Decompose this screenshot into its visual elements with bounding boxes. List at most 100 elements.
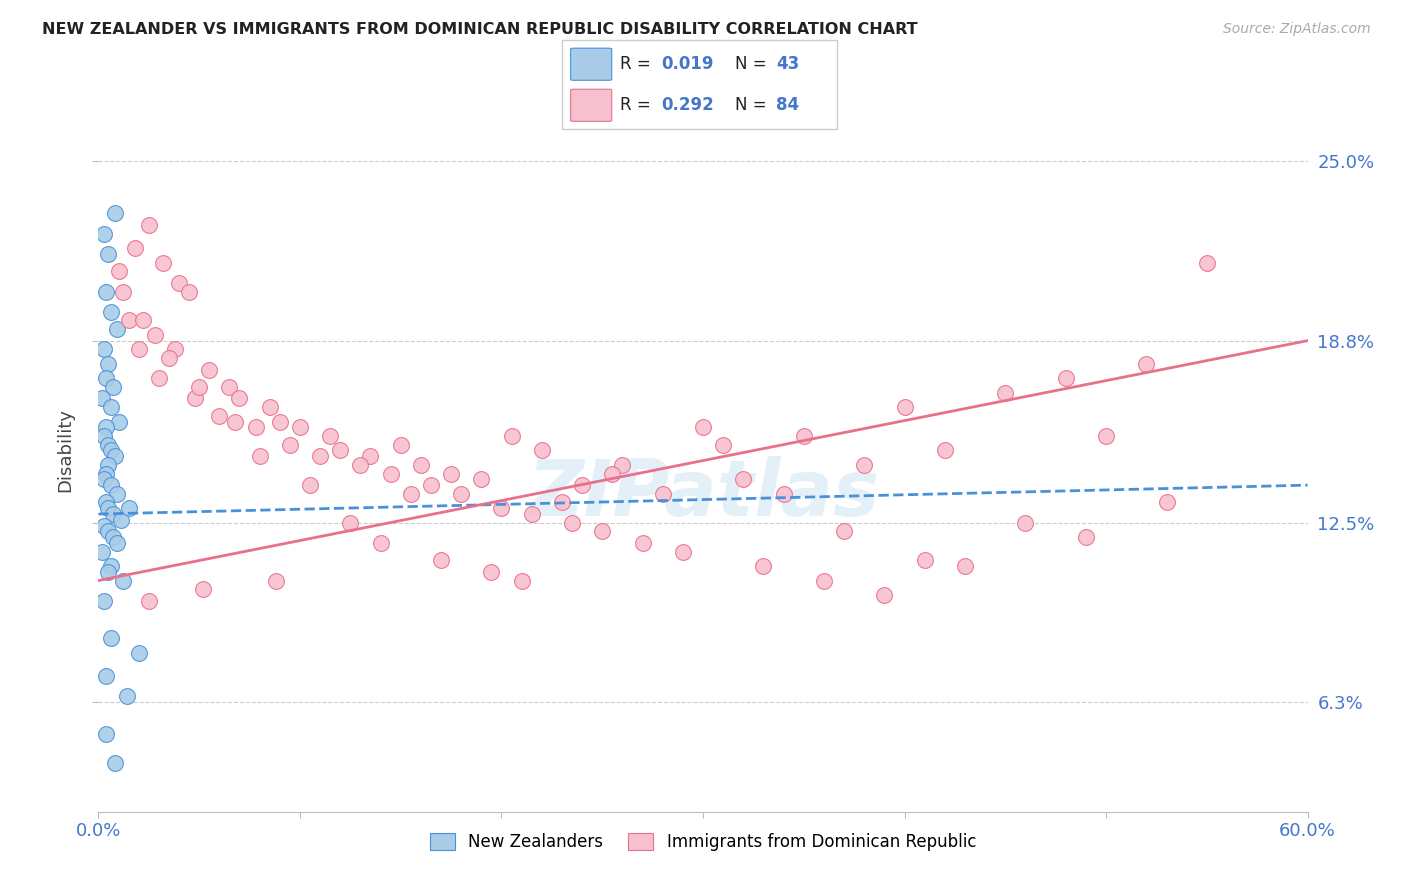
Text: NEW ZEALANDER VS IMMIGRANTS FROM DOMINICAN REPUBLIC DISABILITY CORRELATION CHART: NEW ZEALANDER VS IMMIGRANTS FROM DOMINIC… [42, 22, 918, 37]
Point [1195, 255, 1218, 269]
Point [96, 467, 118, 481]
Point [793, 429, 815, 443]
Point [389, 438, 412, 452]
FancyBboxPatch shape [571, 48, 612, 80]
Point [96, 420, 118, 434]
Point [157, 351, 180, 365]
Point [520, 507, 543, 521]
Point [96, 285, 118, 299]
Point [481, 565, 503, 579]
Point [1095, 429, 1118, 443]
Point [111, 285, 134, 299]
Y-axis label: Disability: Disability [56, 409, 75, 492]
Point [491, 501, 513, 516]
Point [772, 487, 794, 501]
Point [651, 487, 673, 501]
Point [602, 467, 624, 481]
Point [167, 276, 190, 290]
Point [1054, 371, 1077, 385]
Text: N =: N = [735, 96, 772, 114]
Point [198, 362, 221, 376]
Point [96, 371, 118, 385]
Text: R =: R = [620, 55, 657, 73]
Point [97, 501, 120, 516]
Point [97, 458, 120, 472]
Point [118, 501, 141, 516]
Point [105, 487, 128, 501]
Point [339, 516, 361, 530]
Point [97, 438, 120, 452]
Point [370, 536, 392, 550]
Point [96, 727, 118, 741]
Point [269, 415, 291, 429]
Point [420, 478, 443, 492]
Point [470, 472, 492, 486]
Text: Source: ZipAtlas.com: Source: ZipAtlas.com [1223, 22, 1371, 37]
Point [561, 516, 583, 530]
Point [93, 429, 115, 443]
Point [288, 420, 311, 434]
Point [103, 206, 125, 220]
Point [118, 313, 141, 327]
Point [329, 443, 352, 458]
Point [873, 588, 896, 602]
Point [184, 392, 207, 406]
Point [934, 443, 956, 458]
Point [631, 536, 654, 550]
Point [501, 429, 523, 443]
Point [97, 357, 120, 371]
Point [612, 458, 634, 472]
Point [148, 371, 170, 385]
Point [100, 478, 122, 492]
Point [224, 415, 246, 429]
Point [440, 467, 463, 481]
Point [249, 449, 271, 463]
Legend: New Zealanders, Immigrants from Dominican Republic: New Zealanders, Immigrants from Dominica… [423, 826, 983, 857]
Point [152, 255, 174, 269]
Point [93, 343, 115, 357]
Point [96, 495, 118, 509]
Point [1156, 495, 1178, 509]
Point [100, 632, 122, 646]
Text: ZIPatlas: ZIPatlas [527, 456, 879, 532]
Point [93, 593, 115, 607]
Point [893, 400, 915, 414]
Point [1135, 357, 1157, 371]
Point [101, 530, 124, 544]
Point [692, 420, 714, 434]
Point [1014, 516, 1036, 530]
Point [103, 756, 125, 770]
Point [100, 559, 122, 574]
Point [591, 524, 613, 539]
Point [111, 574, 134, 588]
Point [571, 478, 593, 492]
Point [551, 495, 574, 509]
Text: 0.019: 0.019 [661, 55, 714, 73]
Point [97, 524, 120, 539]
Point [138, 218, 160, 232]
Point [349, 458, 371, 472]
Point [711, 438, 734, 452]
Point [105, 536, 128, 550]
Point [430, 553, 453, 567]
Point [914, 553, 936, 567]
Point [450, 487, 472, 501]
Point [188, 380, 211, 394]
Point [97, 247, 120, 261]
Point [399, 487, 422, 501]
Point [100, 443, 122, 458]
Point [264, 574, 287, 588]
Point [953, 559, 976, 574]
Point [259, 400, 281, 414]
Point [110, 513, 132, 527]
Point [360, 449, 382, 463]
Point [228, 392, 250, 406]
Text: N =: N = [735, 55, 772, 73]
Point [752, 559, 775, 574]
Text: R =: R = [620, 96, 657, 114]
Point [208, 409, 231, 423]
Point [143, 327, 166, 342]
Point [91, 544, 114, 558]
Point [853, 458, 876, 472]
Point [107, 415, 129, 429]
